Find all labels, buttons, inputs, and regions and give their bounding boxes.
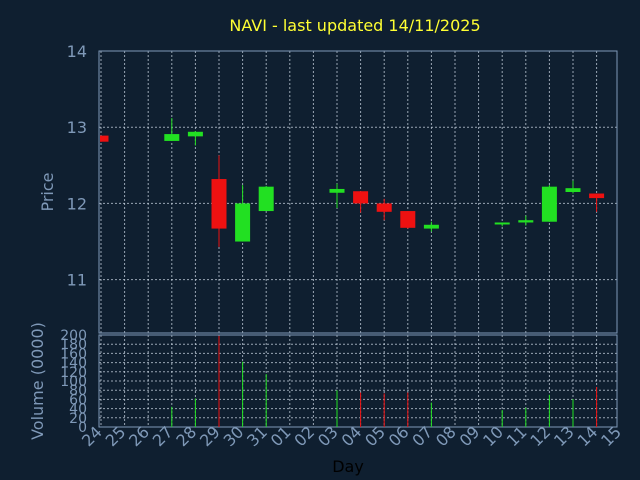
- volume-tick-label: 60: [69, 392, 87, 408]
- candle: [400, 211, 416, 229]
- candle-body: [258, 186, 274, 212]
- price-axis-label: Price: [38, 172, 57, 211]
- price-tick-label: 14: [67, 42, 87, 61]
- candle: [329, 183, 345, 209]
- volume-tick-label: 180: [60, 337, 87, 353]
- price-plot-frame: [98, 50, 618, 334]
- candle-body: [353, 191, 369, 204]
- candle: [518, 215, 534, 226]
- candle-body: [565, 188, 581, 192]
- candle-body: [400, 211, 416, 228]
- volume-plot-frame: [98, 334, 618, 428]
- price-tick-label: 12: [67, 194, 87, 213]
- candle: [258, 185, 274, 212]
- candle: [541, 185, 557, 222]
- volume-tick-label: 0: [78, 420, 87, 436]
- candle: [211, 155, 227, 247]
- candle-body: [164, 134, 180, 141]
- candle-body: [589, 193, 605, 199]
- candle: [353, 191, 369, 213]
- volume-tick-label: 40: [69, 402, 87, 418]
- candle: [589, 193, 605, 212]
- candle: [100, 135, 109, 142]
- candle-body: [518, 220, 534, 223]
- candle: [235, 185, 251, 242]
- volume-tick-label: 100: [60, 374, 87, 390]
- candle: [187, 131, 203, 146]
- candle-body: [423, 224, 439, 229]
- candle: [494, 222, 510, 227]
- volume-tick-label: 120: [60, 365, 87, 381]
- volume-tick-label: 140: [60, 356, 87, 372]
- candle-body: [541, 186, 557, 222]
- candle: [164, 118, 180, 141]
- candle-body: [211, 179, 227, 229]
- volume-tick-label: 80: [69, 383, 87, 399]
- volume-tick-label: 20: [69, 411, 87, 427]
- candle-body: [376, 203, 392, 212]
- candle: [565, 180, 581, 194]
- candle-body: [329, 188, 345, 193]
- candle: [376, 198, 392, 221]
- candle-body: [100, 135, 109, 142]
- price-tick-label: 11: [67, 271, 87, 290]
- candle-body: [235, 203, 251, 242]
- volume-axis-label: Volume (0000): [28, 322, 47, 440]
- x-axis-label: Day: [332, 457, 364, 476]
- candle-body: [187, 131, 203, 137]
- candle: [423, 221, 439, 232]
- price-panel: 11 12 13 14 Price: [38, 42, 618, 334]
- volume-tick-label: 160: [60, 346, 87, 362]
- volume-plot-area: [99, 335, 617, 427]
- candle-body: [494, 222, 510, 225]
- volume-tick-label: 200: [60, 328, 87, 344]
- chart-title: NAVI - last updated 14/11/2025: [229, 16, 480, 35]
- price-tick-label: 13: [67, 118, 87, 137]
